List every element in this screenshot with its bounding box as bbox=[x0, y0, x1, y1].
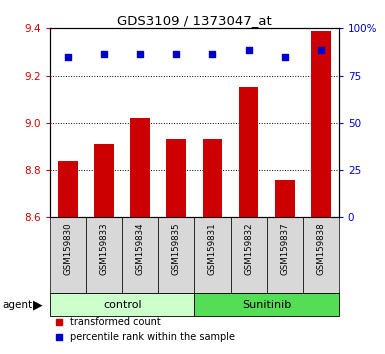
Bar bbox=[275, 179, 295, 217]
Bar bbox=[50, 217, 86, 293]
Bar bbox=[194, 217, 231, 293]
Bar bbox=[58, 161, 78, 217]
Point bbox=[101, 51, 107, 57]
Point bbox=[281, 54, 288, 59]
Bar bbox=[158, 217, 194, 293]
Point bbox=[65, 54, 71, 59]
Bar bbox=[203, 139, 223, 217]
Bar bbox=[266, 217, 303, 293]
Point bbox=[318, 47, 324, 52]
Text: GSM159834: GSM159834 bbox=[136, 222, 145, 274]
Text: transformed count: transformed count bbox=[70, 317, 161, 327]
Text: Sunitinib: Sunitinib bbox=[242, 299, 291, 309]
Text: agent: agent bbox=[2, 299, 32, 309]
Point bbox=[246, 47, 252, 52]
Bar bbox=[94, 144, 114, 217]
Bar bbox=[86, 217, 122, 293]
Text: GSM159837: GSM159837 bbox=[280, 222, 289, 274]
Bar bbox=[194, 293, 339, 316]
Text: percentile rank within the sample: percentile rank within the sample bbox=[70, 332, 235, 342]
Point bbox=[56, 335, 62, 340]
Bar bbox=[239, 87, 258, 217]
Bar bbox=[303, 217, 339, 293]
Text: GSM159835: GSM159835 bbox=[172, 222, 181, 274]
Text: control: control bbox=[103, 299, 142, 309]
Point bbox=[56, 319, 62, 325]
Bar bbox=[311, 31, 331, 217]
Bar bbox=[166, 139, 186, 217]
Point bbox=[173, 51, 179, 57]
Text: ▶: ▶ bbox=[33, 298, 42, 311]
Text: GSM159833: GSM159833 bbox=[100, 222, 109, 274]
Bar bbox=[231, 217, 266, 293]
Bar bbox=[131, 118, 150, 217]
Text: GSM159832: GSM159832 bbox=[244, 222, 253, 274]
Bar bbox=[122, 217, 158, 293]
Point bbox=[209, 51, 216, 57]
Bar bbox=[50, 293, 194, 316]
Text: GSM159838: GSM159838 bbox=[316, 222, 325, 274]
Title: GDS3109 / 1373047_at: GDS3109 / 1373047_at bbox=[117, 14, 272, 27]
Text: GSM159830: GSM159830 bbox=[64, 222, 73, 274]
Text: GSM159831: GSM159831 bbox=[208, 222, 217, 274]
Point bbox=[137, 51, 143, 57]
